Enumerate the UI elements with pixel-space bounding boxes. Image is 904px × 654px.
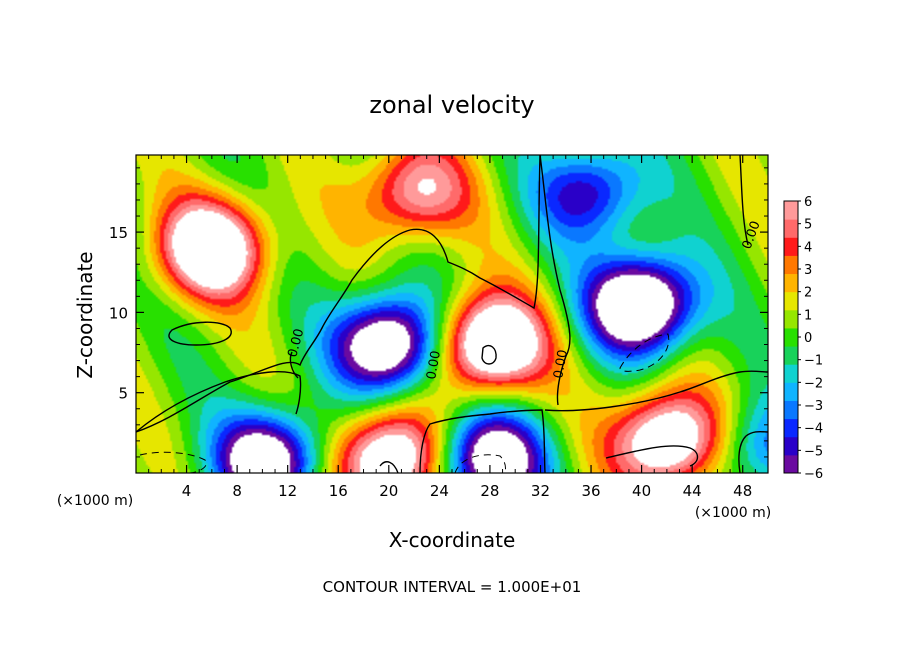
zero-contour <box>136 371 302 433</box>
x-tick-label: 4 <box>182 482 192 500</box>
colorbar-swatch <box>784 346 798 365</box>
colorbar-tick-label: 0 <box>804 331 812 346</box>
x-tick-label: 32 <box>531 482 550 500</box>
colorbar-tick-label: 5 <box>804 218 812 233</box>
colorbar-swatch <box>784 309 798 329</box>
zero-contour <box>544 370 768 412</box>
x-tick-label: 20 <box>379 482 398 500</box>
colorbar-swatch <box>784 400 798 420</box>
chart-title: zonal velocity <box>369 91 534 119</box>
colorbar-tick-label: 1 <box>804 308 812 323</box>
zero-contour <box>168 321 232 346</box>
x-tick-label: 8 <box>232 482 242 500</box>
x-tick-label: 28 <box>480 482 499 500</box>
colorbar-tick-label: −5 <box>804 444 823 459</box>
x-tick-label: 48 <box>733 482 752 500</box>
y-tick-label: 15 <box>109 224 128 242</box>
colorbar: 6 5 4 3 2 1 0 −1 −2 −3 −4 −5 −6 <box>783 195 823 482</box>
x-tick-label: 40 <box>632 482 651 500</box>
x-tick-label: 12 <box>278 482 297 500</box>
y-tick-label: 5 <box>118 385 128 403</box>
contour-label: 0.00 <box>285 327 307 359</box>
zero-contour <box>481 344 497 365</box>
x-tick-label: 16 <box>329 482 348 500</box>
x-tick-label: 36 <box>581 482 600 500</box>
colorbar-swatch <box>784 255 798 275</box>
y-tick-label: 10 <box>109 304 128 322</box>
colorbar-tick-label: −1 <box>804 354 823 369</box>
colorbar-swatch <box>784 454 798 474</box>
colorbar-swatch <box>784 364 798 383</box>
contour-label: 0.00 <box>424 350 444 381</box>
x-tick-label: 24 <box>430 482 449 500</box>
y-axis-ticks: 5 10 15 <box>109 167 768 458</box>
colorbar-swatch <box>784 327 798 347</box>
colorbar-swatch <box>784 291 798 311</box>
zero-contour <box>289 351 299 379</box>
colorbar-swatch <box>784 382 798 401</box>
x-tick-label: 44 <box>683 482 702 500</box>
zero-contour <box>379 461 399 473</box>
colorbar-tick-label: −6 <box>804 467 823 482</box>
zero-contour <box>136 155 541 433</box>
colorbar-tick-label: −2 <box>804 376 823 391</box>
colorbar-swatch <box>784 436 798 456</box>
colorbar-tick-label: 6 <box>804 195 812 210</box>
colorbar-tick-label: 4 <box>804 240 812 255</box>
zero-contour <box>605 445 699 467</box>
contour-lines <box>136 155 768 473</box>
zero-contour <box>739 155 749 246</box>
contour-label: 0.00 <box>551 349 571 380</box>
x-unit-label: (×1000 m) <box>695 505 771 521</box>
velocity-field-image <box>136 155 768 473</box>
colorbar-tick-label: 3 <box>804 263 812 278</box>
x-axis-ticks: 4 8 12 16 20 24 28 32 36 40 44 48 <box>148 155 756 500</box>
colorbar-swatch <box>784 273 798 293</box>
x-axis-label: X-coordinate <box>389 528 516 552</box>
colorbar-swatch <box>784 418 798 438</box>
z-unit-label: (×1000 m) <box>57 493 133 509</box>
contour-interval-note: CONTOUR INTERVAL = 1.000E+01 <box>323 578 582 596</box>
colorbar-swatch <box>784 219 798 238</box>
negative-contours <box>139 333 670 473</box>
colorbar-tick-label: −4 <box>804 422 823 437</box>
colorbar-swatch <box>784 201 798 220</box>
colorbar-tick-label: 2 <box>804 286 812 301</box>
y-axis-label: Z-coordinate <box>73 251 97 378</box>
colorbar-swatch <box>784 237 798 256</box>
zero-contour <box>539 155 571 406</box>
zero-contour <box>419 409 546 473</box>
zero-contour <box>738 430 768 473</box>
contour-labels: 0.00 0.00 0.00 0.00 <box>285 219 763 381</box>
colorbar-tick-label: −3 <box>804 399 823 414</box>
